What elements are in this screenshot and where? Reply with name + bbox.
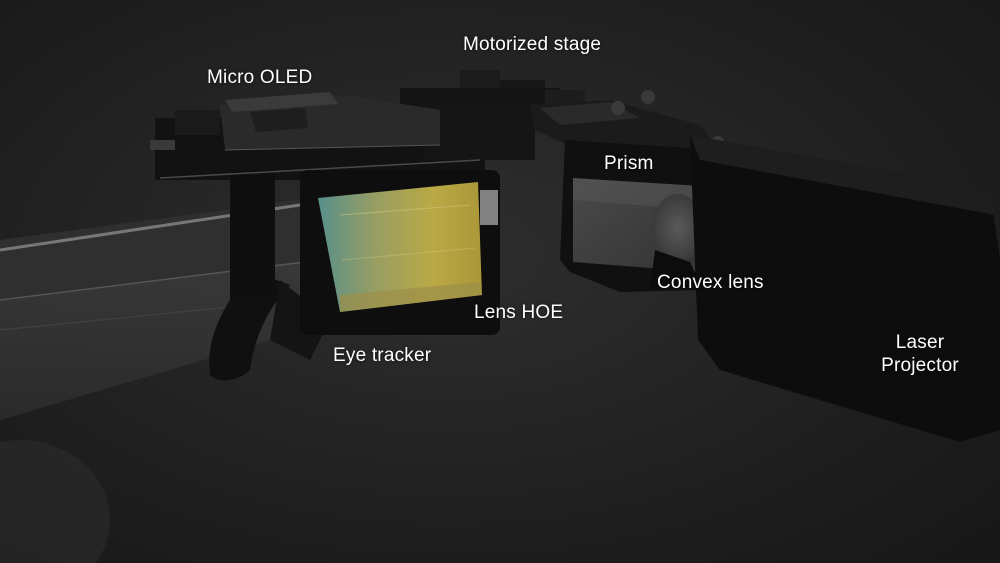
foreground-blur xyxy=(0,440,110,563)
label-eye-tracker: Eye tracker xyxy=(333,345,432,366)
convex-lens xyxy=(650,194,704,290)
label-micro-oled: Micro OLED xyxy=(207,67,313,88)
label-laser-projector: Laser Projector xyxy=(870,331,970,377)
micro-oled-module xyxy=(220,92,441,151)
label-motorized-stage: Motorized stage xyxy=(463,34,602,55)
label-prism: Prism xyxy=(604,153,654,174)
laser-projector xyxy=(690,135,1000,442)
label-lens-hoe: Lens HOE xyxy=(474,302,564,323)
projector-arm xyxy=(530,90,724,150)
lens-hoe xyxy=(300,170,500,335)
label-laser-projector-line2: Projector xyxy=(881,355,959,376)
label-convex-lens: Convex lens xyxy=(657,272,764,293)
label-laser-projector-line1: Laser xyxy=(895,332,945,353)
